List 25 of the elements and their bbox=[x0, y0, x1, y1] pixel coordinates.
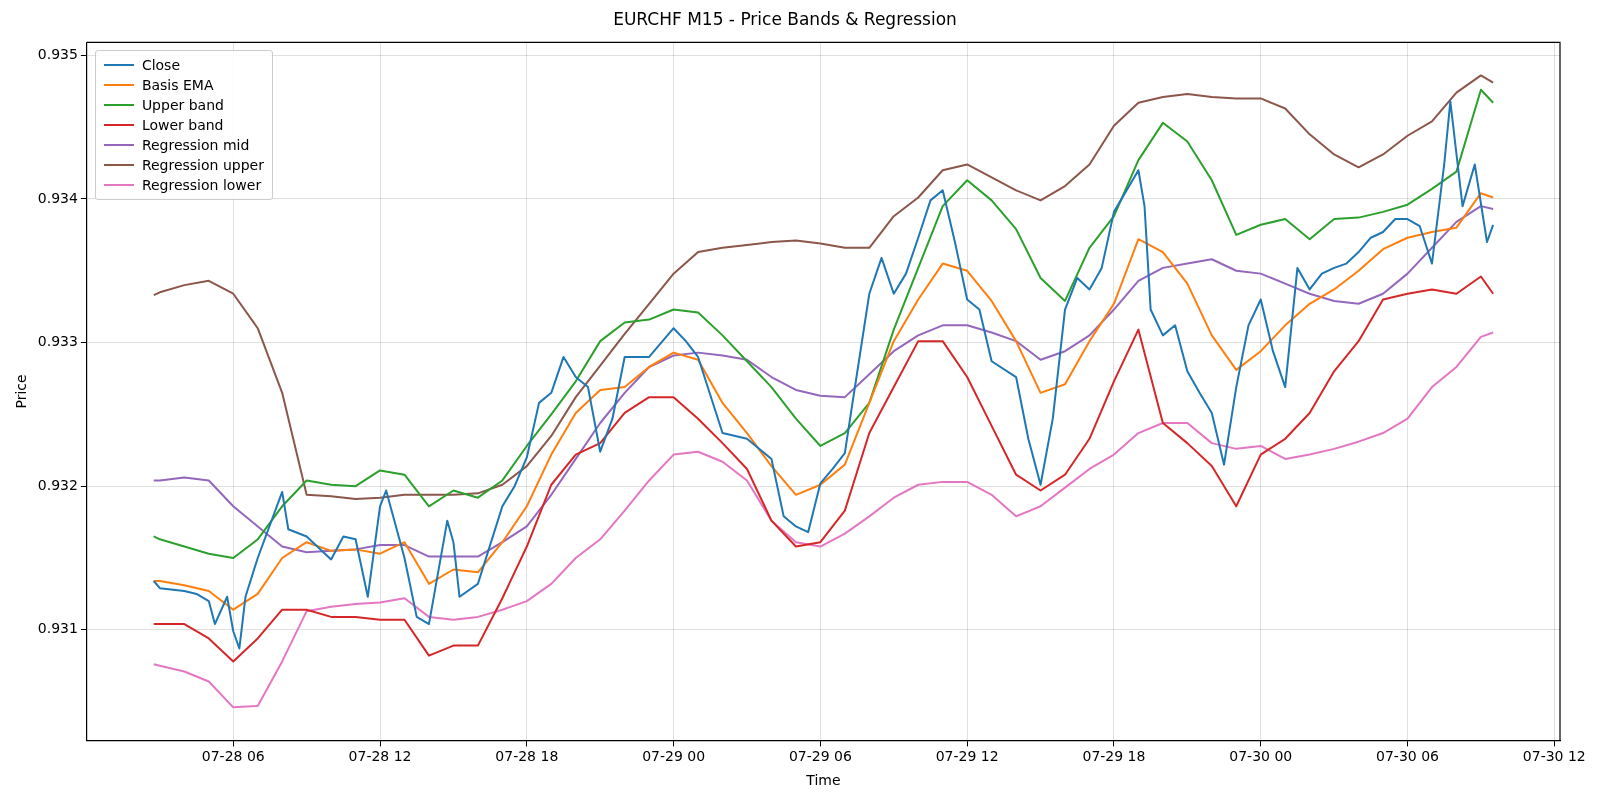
legend-label: Upper band bbox=[141, 96, 224, 116]
x-tick-label: 07-30 12 bbox=[1522, 748, 1586, 765]
x-tick-label: 07-28 06 bbox=[201, 748, 265, 765]
legend-label: Regression mid bbox=[141, 136, 250, 156]
legend-label: Regression upper bbox=[141, 156, 264, 176]
x-tick-label: 07-29 12 bbox=[935, 748, 999, 765]
legend-label: Lower band bbox=[141, 116, 224, 136]
y-tick-label: 0.933 bbox=[37, 333, 78, 350]
x-tick-label: 07-29 00 bbox=[642, 748, 706, 765]
y-tick-label: 0.931 bbox=[37, 620, 78, 637]
chart-title: EURCHF M15 - Price Bands & Regression bbox=[613, 8, 957, 29]
y-tick-label: 0.935 bbox=[37, 45, 78, 62]
legend-label: Regression lower bbox=[141, 176, 262, 196]
y-tick-label: 0.932 bbox=[37, 476, 78, 493]
x-tick-label: 07-29 18 bbox=[1082, 748, 1146, 765]
y-tick-label: 0.934 bbox=[37, 189, 78, 206]
x-tick-label: 07-28 12 bbox=[348, 748, 412, 765]
x-tick-label: 07-30 00 bbox=[1229, 748, 1293, 765]
x-tick-label: 07-29 06 bbox=[788, 748, 852, 765]
y-axis-title: Price bbox=[13, 374, 30, 409]
x-tick-label: 07-28 18 bbox=[495, 748, 559, 765]
legend-label: Close bbox=[141, 56, 181, 76]
x-tick-label: 07-30 06 bbox=[1376, 748, 1440, 765]
legend-label: Basis EMA bbox=[141, 76, 214, 96]
x-axis-title: Time bbox=[805, 772, 841, 789]
